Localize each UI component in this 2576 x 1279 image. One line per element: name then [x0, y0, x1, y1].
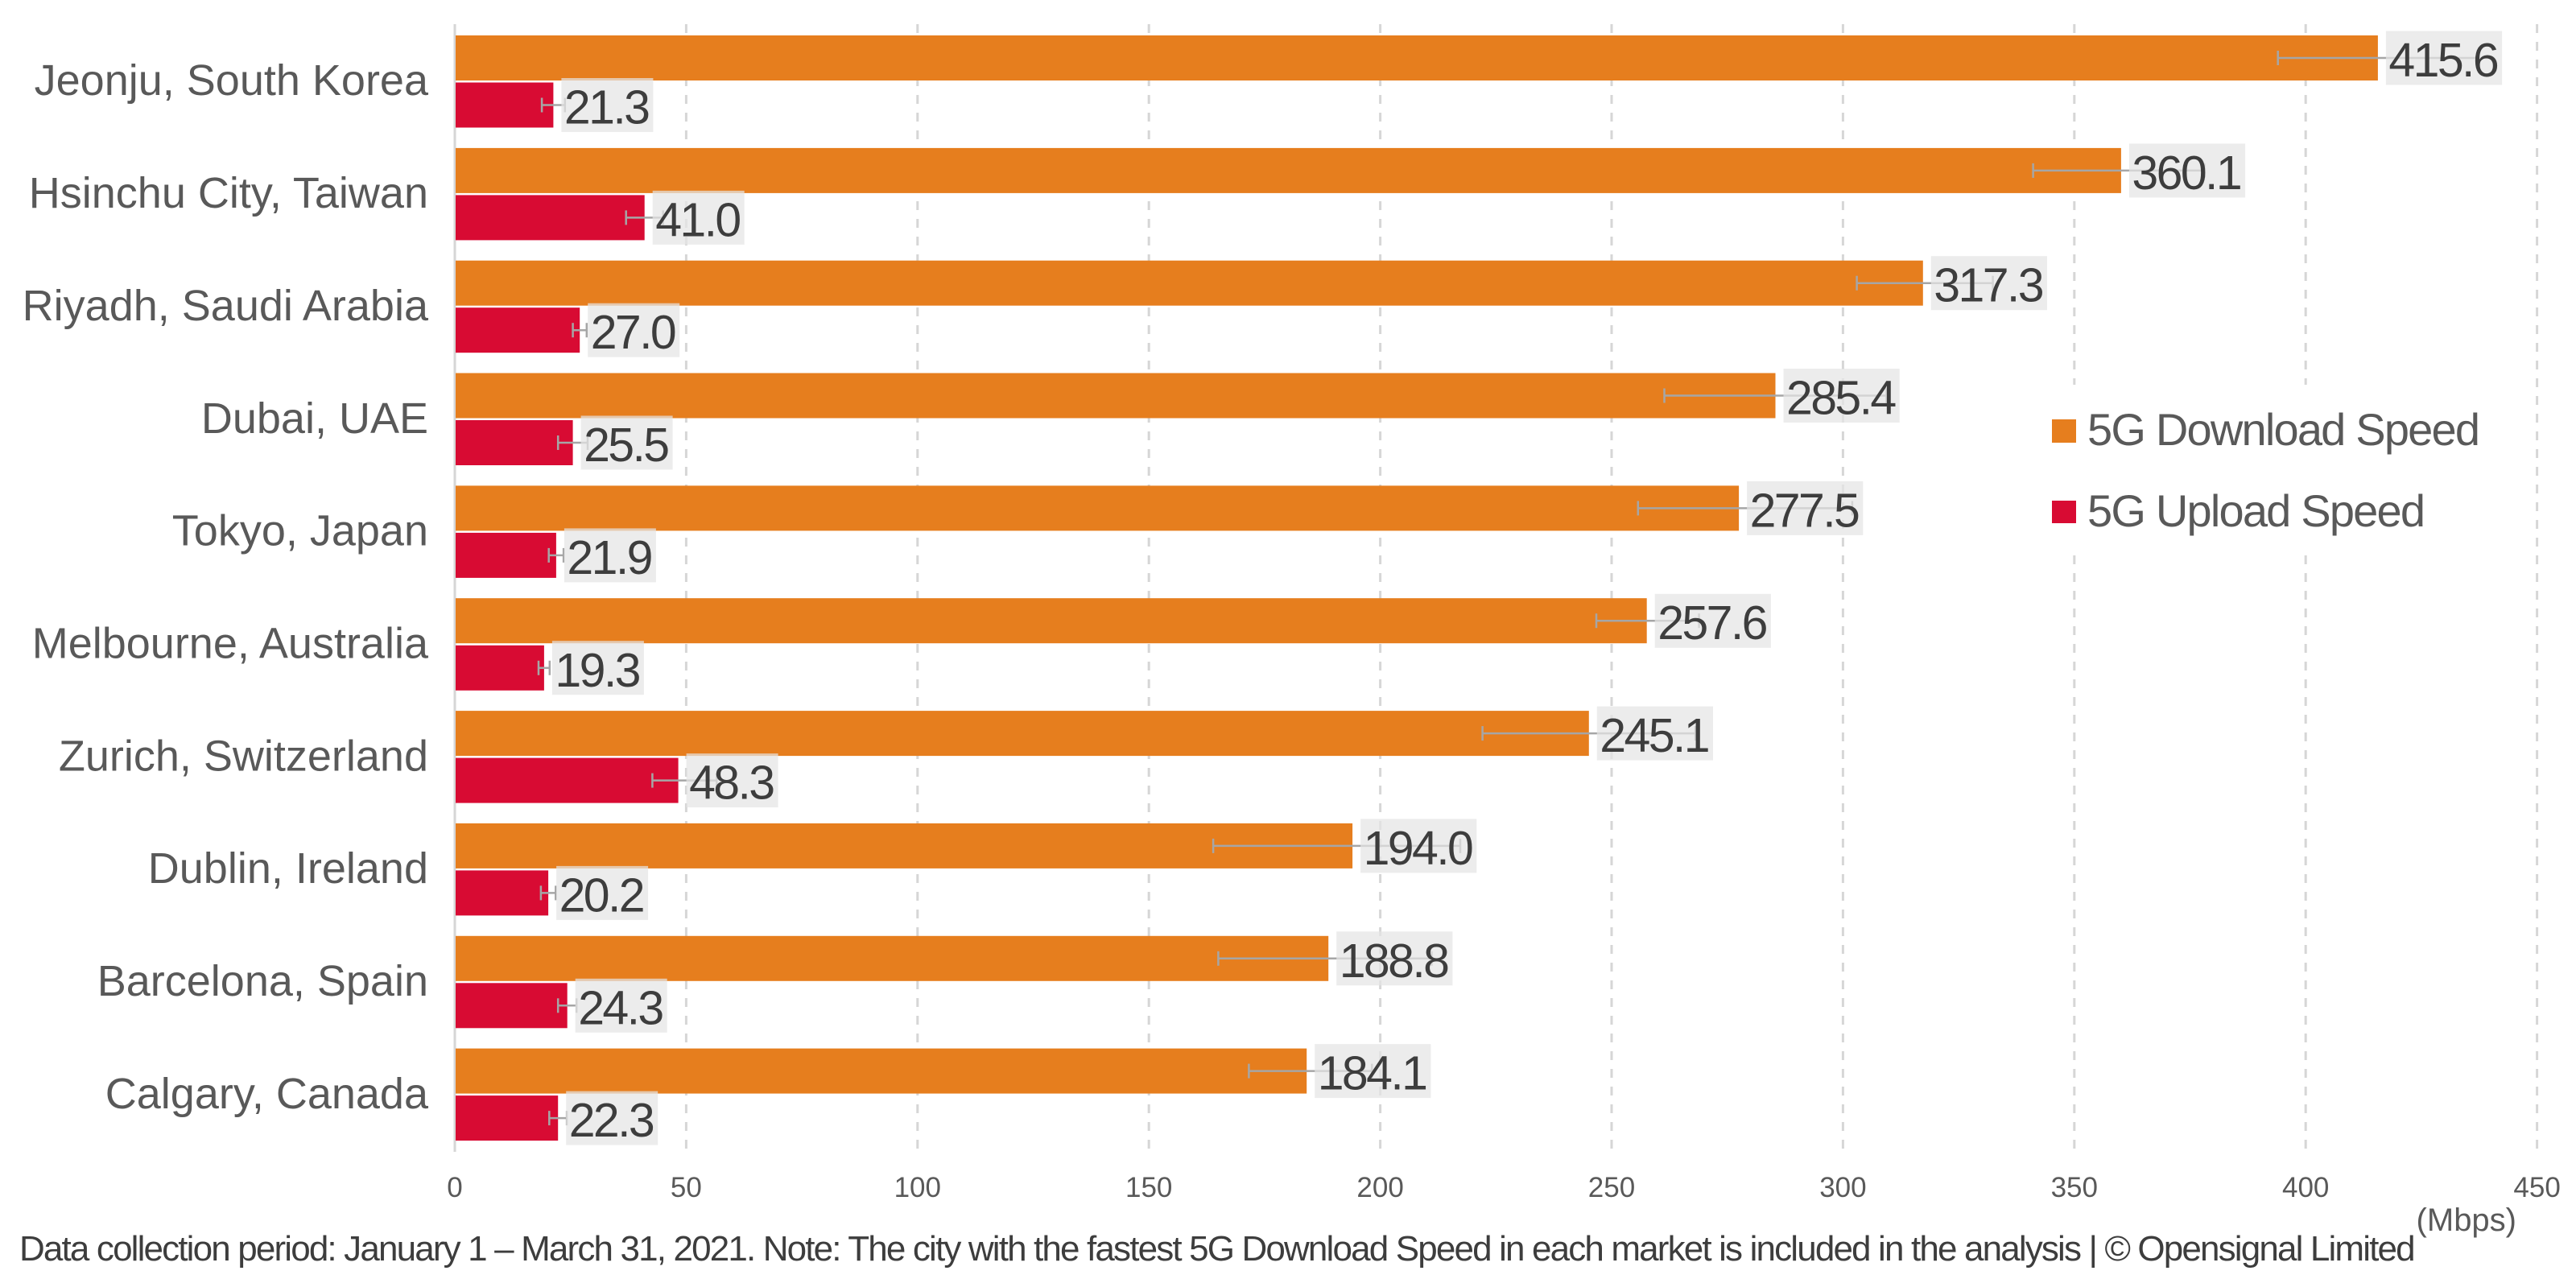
- svg-text:300: 300: [1819, 1172, 1866, 1203]
- svg-text:0: 0: [447, 1172, 462, 1203]
- svg-text:188.8: 188.8: [1340, 934, 1448, 988]
- svg-text:19.3: 19.3: [555, 644, 639, 697]
- svg-text:21.9: 21.9: [567, 531, 651, 584]
- svg-text:317.3: 317.3: [1934, 259, 2042, 312]
- svg-text:Jeonju, South Korea: Jeonju, South Korea: [35, 56, 429, 105]
- svg-text:5G Upload Speed: 5G Upload Speed: [2087, 485, 2424, 536]
- svg-text:50: 50: [671, 1172, 702, 1203]
- svg-text:184.1: 184.1: [1318, 1047, 1426, 1100]
- svg-text:Dublin, Ireland: Dublin, Ireland: [148, 844, 428, 893]
- svg-text:245.1: 245.1: [1600, 709, 1708, 762]
- svg-text:400: 400: [2282, 1172, 2329, 1203]
- svg-text:21.3: 21.3: [564, 81, 649, 134]
- svg-text:194.0: 194.0: [1364, 822, 1472, 875]
- svg-text:25.5: 25.5: [584, 419, 668, 472]
- svg-text:27.0: 27.0: [591, 306, 675, 359]
- svg-text:277.5: 277.5: [1750, 484, 1859, 537]
- svg-text:450: 450: [2513, 1172, 2560, 1203]
- svg-text:Data collection period: Januar: Data collection period: January 1 – Marc…: [19, 1229, 2414, 1269]
- svg-text:24.3: 24.3: [578, 981, 663, 1034]
- svg-text:48.3: 48.3: [689, 757, 774, 810]
- svg-text:415.6: 415.6: [2388, 34, 2497, 87]
- svg-text:250: 250: [1588, 1172, 1635, 1203]
- svg-text:Barcelona, Spain: Barcelona, Spain: [97, 957, 428, 1005]
- svg-text:Dubai, UAE: Dubai, UAE: [201, 394, 428, 443]
- svg-text:20.2: 20.2: [559, 868, 643, 922]
- svg-text:200: 200: [1356, 1172, 1403, 1203]
- svg-text:41.0: 41.0: [655, 193, 740, 246]
- svg-text:100: 100: [894, 1172, 941, 1203]
- svg-text:350: 350: [2051, 1172, 2098, 1203]
- svg-text:257.6: 257.6: [1657, 596, 1766, 650]
- svg-text:360.1: 360.1: [2132, 146, 2240, 200]
- svg-text:Tokyo, Japan: Tokyo, Japan: [172, 507, 428, 555]
- svg-text:Hsinchu City, Taiwan: Hsinchu City, Taiwan: [29, 169, 428, 217]
- svg-text:(Mbps): (Mbps): [2417, 1203, 2516, 1238]
- svg-text:150: 150: [1125, 1172, 1172, 1203]
- svg-text:285.4: 285.4: [1786, 372, 1896, 425]
- svg-text:22.3: 22.3: [569, 1094, 654, 1147]
- svg-text:Calgary, Canada: Calgary, Canada: [105, 1070, 429, 1118]
- svg-text:Melbourne, Australia: Melbourne, Australia: [32, 620, 429, 668]
- svg-text:Riyadh, Saudi Arabia: Riyadh, Saudi Arabia: [23, 282, 429, 330]
- svg-text:5G Download Speed: 5G Download Speed: [2087, 404, 2479, 455]
- svg-text:Zurich, Switzerland: Zurich, Switzerland: [59, 732, 428, 780]
